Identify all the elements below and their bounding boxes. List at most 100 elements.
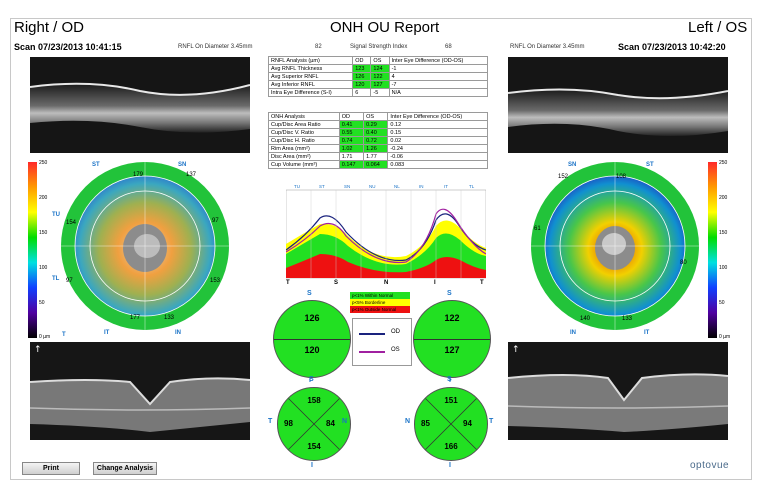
os-quadrant-t: 85 bbox=[421, 419, 430, 428]
os-inferior-value: 127 bbox=[444, 345, 460, 355]
od-label-sn: SN bbox=[178, 162, 187, 168]
od-line-label: OD bbox=[391, 329, 400, 335]
table-row: Avg Inferior RNFL 120 127 -7 bbox=[267, 80, 489, 89]
os-map-value-1: 152 bbox=[558, 174, 569, 180]
os-line-swatch bbox=[359, 351, 385, 353]
od-colorbar-ticks: 250 200 150 100 50 0 µm bbox=[39, 160, 51, 340]
os-colorbar-ticks: 250 200 150 100 50 0 µm bbox=[719, 160, 731, 340]
os-quad-s-label: S bbox=[447, 376, 452, 383]
profile-top-label: NL bbox=[394, 184, 400, 189]
optovue-logo: optovue bbox=[690, 460, 730, 471]
od-inferior-value: 120 bbox=[304, 345, 320, 355]
od-label-in: IN bbox=[175, 330, 181, 336]
profile-bottom-label: S bbox=[334, 280, 339, 286]
print-button[interactable]: Print bbox=[22, 462, 80, 475]
normative-legend: p<1% Within Normal p<5% Borderline p<1% … bbox=[350, 292, 410, 313]
os-quad-i-label: I bbox=[449, 462, 451, 469]
report-title: ONH OU Report bbox=[330, 19, 440, 36]
profile-bottom-label: I bbox=[434, 280, 436, 286]
ssi-os: 68 bbox=[445, 44, 452, 50]
od-label-tu: TU bbox=[52, 212, 60, 218]
profile-top-label: IT bbox=[444, 184, 448, 189]
os-map-value-5: 140 bbox=[580, 316, 591, 322]
od-oct-scan-top bbox=[30, 57, 250, 153]
right-eye-title: Left / OS bbox=[688, 19, 748, 36]
od-quad-i-label: I bbox=[311, 462, 313, 469]
od-colorbar bbox=[28, 162, 37, 338]
od-label-st: ST bbox=[92, 162, 100, 168]
os-quadrant-n: 94 bbox=[463, 419, 472, 428]
os-quad-t-label: T bbox=[489, 418, 494, 425]
table-row: Avg Superior RNFL 126 122 4 bbox=[267, 72, 489, 81]
table-row: Rim Area (mm²) 1.02 1.26 -0.24 bbox=[268, 144, 488, 153]
od-superior-value: 126 bbox=[304, 313, 320, 323]
tsnit-profile-graph: TU ST SN NU NL IN IT TL T S N I T bbox=[285, 184, 487, 290]
od-map-value-3: 154 bbox=[66, 220, 77, 226]
od-hemi-s-label: S bbox=[307, 290, 312, 297]
table-row: Disc Area (mm²) 1.71 1.77 -0.06 bbox=[268, 152, 488, 161]
ssi-label: Signal Strength Index bbox=[350, 44, 408, 50]
od-line-swatch bbox=[359, 333, 385, 335]
od-quad-n-label: N bbox=[342, 418, 348, 425]
profile-bottom-label: T bbox=[286, 280, 290, 286]
right-diameter: RNFL On Diameter 3.45mm bbox=[510, 44, 585, 50]
od-oct-scan-bottom: ↑ bbox=[30, 342, 250, 440]
profile-top-label: TU bbox=[294, 184, 300, 189]
table-row: Intra Eye Difference (S-I) 6 -5 N/A bbox=[267, 88, 489, 97]
os-label-in: IN bbox=[570, 330, 576, 336]
od-map-value-7: 177 bbox=[130, 315, 141, 321]
os-line-label: OS bbox=[391, 347, 400, 353]
os-colorbar bbox=[708, 162, 717, 338]
os-map-value-6: 133 bbox=[622, 316, 633, 322]
od-quadrant-s: 158 bbox=[307, 396, 321, 405]
os-quadrant-s: 151 bbox=[444, 396, 458, 405]
od-quadrant-n: 84 bbox=[326, 419, 335, 428]
os-hemi-s-label: S bbox=[447, 290, 452, 297]
table-row: Cup Volume (mm³) 0.147 0.064 0.083 bbox=[268, 160, 488, 169]
left-diameter: RNFL On Diameter 3.45mm bbox=[178, 44, 253, 50]
legend-borderline: p<5% Borderline bbox=[350, 299, 410, 306]
legend-outside-normal: p<1% Outside Normal bbox=[350, 306, 410, 313]
profile-bottom-label: N bbox=[384, 280, 389, 286]
change-analysis-button[interactable]: Change Analysis bbox=[93, 462, 157, 475]
ssi-od: 82 bbox=[315, 44, 322, 50]
os-oct-scan-bottom: ↑ bbox=[508, 342, 728, 440]
od-quadrant-chart: 158 98 84 154 bbox=[277, 387, 351, 461]
table-row: Avg RNFL Thickness 123 124 -1 bbox=[267, 64, 489, 73]
os-hemisphere-chart: 122 127 bbox=[413, 300, 491, 378]
od-hemisphere-chart: 126 120 bbox=[273, 300, 351, 378]
od-label-it: IT bbox=[104, 330, 110, 336]
profile-top-label: TL bbox=[469, 184, 475, 189]
svg-text:↑: ↑ bbox=[512, 345, 520, 355]
od-map-value-1: 179 bbox=[133, 172, 144, 178]
od-map-value-4: 97 bbox=[212, 218, 219, 224]
od-map-value-8: 133 bbox=[164, 315, 175, 321]
legend-within-normal: p<1% Within Normal bbox=[350, 292, 410, 299]
od-quadrant-i: 154 bbox=[307, 442, 321, 451]
os-quadrant-chart: 151 85 94 166 bbox=[414, 387, 488, 461]
od-label-tl: TL bbox=[52, 276, 60, 282]
profile-top-label: ST bbox=[319, 184, 325, 189]
os-quad-n-label: N bbox=[405, 418, 411, 425]
profile-top-label: SN bbox=[344, 184, 351, 189]
report-frame bbox=[10, 18, 752, 480]
svg-text:↑: ↑ bbox=[34, 345, 42, 355]
od-thickness-map: 179 137 154 97 97 153 177 133 bbox=[60, 160, 230, 332]
profile-bottom-label: T bbox=[480, 280, 484, 286]
rnfl-analysis-table: RNFL Analysis (µm) OD OS Inter Eye Differen… bbox=[267, 56, 489, 97]
os-label-st: ST bbox=[646, 162, 654, 168]
os-map-value-3: 61 bbox=[534, 226, 541, 232]
table-row: Cup/Disc V. Ratio 0.55 0.40 0.15 bbox=[268, 128, 488, 137]
left-eye-title: Right / OD bbox=[14, 19, 85, 36]
profile-top-label: NU bbox=[369, 184, 376, 189]
right-scan-date: Scan 07/23/2013 10:42:20 bbox=[618, 42, 726, 52]
os-map-value-4: 80 bbox=[680, 260, 687, 266]
table-row: Cup/Disc H. Ratio 0.74 0.72 0.02 bbox=[268, 136, 488, 145]
onh-analysis-table: ONH Analysis OD OS Inter Eye Difference (OD… bbox=[268, 112, 488, 169]
os-oct-scan-top bbox=[508, 57, 728, 153]
od-map-value-6: 153 bbox=[210, 278, 221, 284]
left-scan-date: Scan 07/23/2013 10:41:15 bbox=[14, 42, 122, 52]
od-quad-s-label: S bbox=[309, 376, 314, 383]
os-label-it: IT bbox=[644, 330, 650, 336]
